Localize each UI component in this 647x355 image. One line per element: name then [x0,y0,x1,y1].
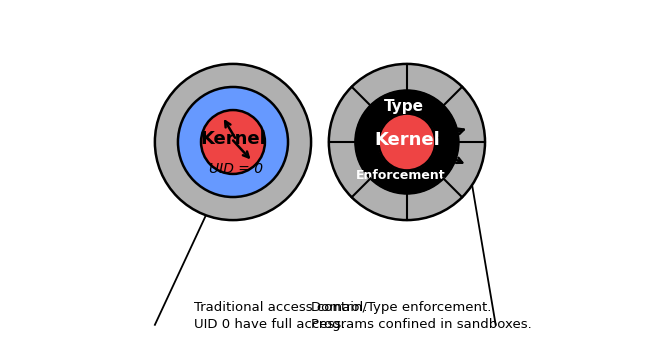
Circle shape [155,64,311,220]
Circle shape [201,110,265,174]
Circle shape [178,87,288,197]
Text: UID = 0: UID = 0 [210,162,263,176]
Text: Kernel: Kernel [200,130,266,148]
Text: Programs confined in sandboxes.: Programs confined in sandboxes. [311,318,532,331]
Text: Type: Type [384,99,423,114]
Text: Domain/Type enforcement.: Domain/Type enforcement. [311,301,492,313]
Circle shape [329,64,485,220]
Circle shape [355,91,459,193]
Circle shape [378,114,435,170]
Text: Enforcement: Enforcement [356,169,445,182]
Text: Traditional access control.: Traditional access control. [194,301,367,313]
Text: UID 0 have full access.: UID 0 have full access. [194,318,345,331]
Text: Kernel: Kernel [374,131,440,149]
